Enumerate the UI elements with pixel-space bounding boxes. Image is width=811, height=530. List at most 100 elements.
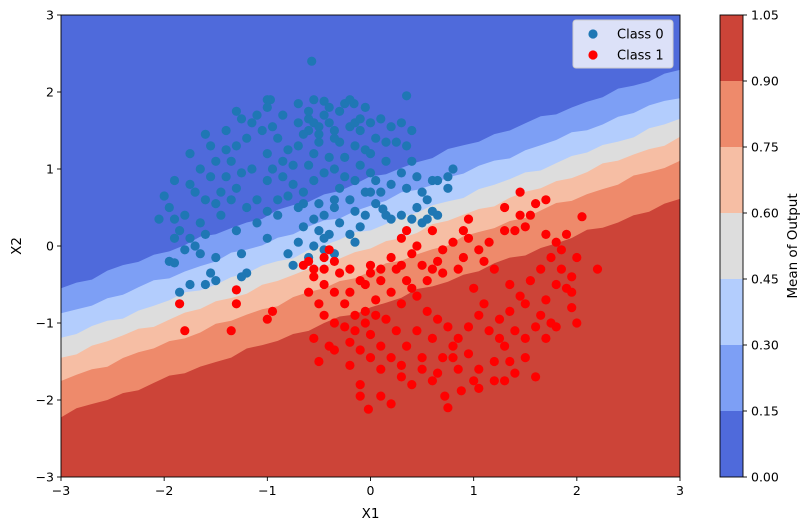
point-class-1 [438, 353, 448, 363]
point-class-1 [360, 306, 370, 316]
point-class-1 [433, 256, 443, 266]
point-class-1 [520, 333, 530, 343]
point-class-0 [407, 125, 417, 136]
point-class-0 [340, 152, 350, 162]
point-class-1 [365, 268, 376, 278]
point-class-1 [345, 264, 355, 274]
point-class-0 [169, 258, 180, 268]
point-class-0 [247, 118, 257, 128]
point-class-0 [298, 187, 308, 197]
point-class-1 [541, 229, 551, 239]
point-class-0 [236, 249, 247, 259]
point-class-1 [314, 299, 324, 309]
point-class-0 [350, 237, 360, 247]
point-class-0 [298, 199, 308, 209]
point-class-0 [350, 175, 360, 186]
x-tick-label: 3 [676, 483, 684, 498]
x-tick-label: 1 [470, 483, 478, 498]
point-class-0 [396, 118, 406, 128]
point-class-0 [169, 214, 180, 224]
point-class-0 [262, 95, 272, 105]
point-class-0 [335, 218, 345, 228]
legend-marker-class-1 [588, 50, 598, 60]
point-class-0 [345, 229, 355, 239]
x-tick-label: 2 [573, 483, 581, 498]
point-class-1 [469, 283, 479, 293]
point-class-1 [345, 337, 355, 347]
x-tick-label: −3 [52, 483, 70, 498]
point-class-0 [154, 214, 164, 224]
point-class-0 [200, 195, 210, 205]
point-class-1 [440, 391, 450, 401]
point-class-0 [314, 129, 324, 139]
colorbar-band-0 [720, 411, 743, 477]
point-class-1 [231, 299, 241, 309]
point-class-0 [221, 172, 231, 182]
point-class-1 [500, 202, 510, 213]
point-class-0 [252, 195, 262, 205]
point-class-1 [489, 356, 499, 367]
point-class-0 [200, 229, 210, 239]
point-class-1 [541, 195, 551, 205]
point-class-0 [376, 187, 386, 197]
point-class-0 [350, 206, 360, 216]
point-class-1 [505, 306, 515, 316]
point-class-1 [456, 386, 466, 396]
point-class-0 [185, 179, 195, 189]
point-class-0 [402, 141, 412, 151]
point-class-1 [515, 291, 525, 301]
point-class-1 [309, 333, 319, 343]
point-class-0 [257, 125, 267, 136]
point-class-0 [164, 202, 174, 213]
point-class-0 [412, 172, 422, 182]
point-class-0 [169, 233, 180, 243]
point-class-1 [463, 233, 474, 243]
point-class-1 [592, 264, 603, 274]
point-class-0 [355, 222, 365, 232]
point-class-0 [309, 214, 319, 224]
point-class-1 [479, 256, 489, 266]
point-class-1 [365, 260, 376, 270]
point-class-0 [371, 199, 381, 209]
point-class-0 [231, 106, 241, 116]
point-class-1 [381, 314, 391, 324]
point-class-1 [474, 364, 484, 374]
point-class-0 [169, 175, 180, 186]
point-class-0 [293, 118, 303, 128]
point-class-0 [433, 175, 443, 186]
point-class-1 [546, 252, 556, 263]
point-class-1 [567, 272, 577, 282]
colorbar-tick-label: 0.30 [751, 338, 779, 353]
point-class-0 [252, 110, 262, 120]
point-class-0 [293, 141, 303, 151]
point-class-0 [319, 210, 329, 220]
point-class-1 [298, 260, 308, 270]
point-class-1 [335, 268, 345, 278]
y-axis-label: X2 [9, 237, 25, 255]
point-class-1 [572, 318, 582, 328]
point-class-1 [345, 287, 355, 297]
point-class-0 [185, 149, 195, 159]
point-class-1 [402, 341, 412, 351]
point-class-0 [329, 164, 339, 174]
point-class-0 [216, 187, 226, 197]
point-class-1 [438, 268, 448, 278]
point-class-1 [386, 353, 396, 363]
colorbar-tick-label: 0.75 [751, 140, 779, 155]
point-class-1 [417, 260, 427, 270]
point-class-0 [396, 210, 406, 220]
point-class-0 [185, 233, 195, 243]
point-class-1 [453, 333, 463, 343]
point-class-0 [283, 191, 293, 201]
point-class-0 [267, 122, 278, 132]
point-class-0 [340, 172, 350, 182]
point-class-0 [262, 102, 272, 112]
point-class-1 [427, 333, 437, 343]
point-class-1 [402, 276, 412, 286]
point-class-1 [319, 252, 329, 263]
point-class-0 [226, 156, 236, 166]
point-class-1 [433, 368, 443, 378]
y-tick-label: 1 [46, 162, 54, 177]
colorbar-band-5 [720, 81, 743, 147]
